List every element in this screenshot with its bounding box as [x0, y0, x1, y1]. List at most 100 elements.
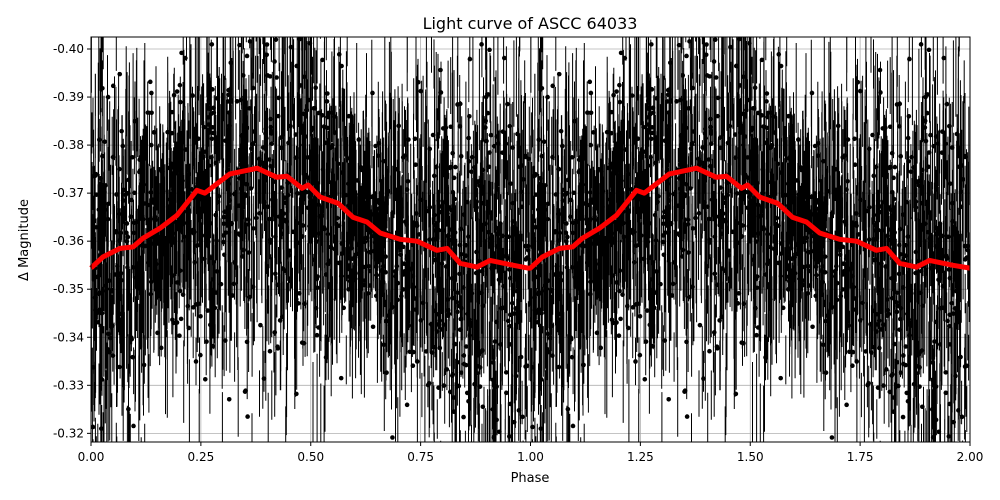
data-point [680, 247, 686, 253]
data-point [107, 349, 112, 355]
data-point [125, 234, 131, 240]
data-point [634, 181, 640, 186]
data-point [118, 272, 123, 278]
data-point [209, 136, 215, 142]
data-point [714, 282, 720, 288]
data-point [546, 349, 552, 355]
data-point [897, 327, 902, 332]
data-point [167, 208, 173, 214]
data-point [339, 241, 344, 246]
data-point [134, 265, 140, 271]
data-point [649, 42, 654, 47]
data-point [708, 141, 714, 147]
data-point [126, 177, 131, 183]
data-point [684, 125, 689, 131]
data-point [170, 172, 176, 178]
data-point [558, 278, 564, 283]
data-point [610, 273, 615, 278]
data-point [884, 211, 890, 216]
data-point [801, 282, 806, 288]
data-point [897, 226, 903, 232]
data-point [440, 126, 446, 131]
data-point [578, 207, 584, 213]
data-point [720, 266, 725, 271]
data-point [431, 308, 437, 314]
data-point [393, 166, 399, 172]
data-point [303, 172, 309, 178]
data-point [436, 198, 441, 204]
data-point [778, 241, 784, 246]
data-point [453, 164, 458, 170]
data-point [513, 373, 519, 379]
data-point [262, 199, 267, 205]
data-point [303, 134, 308, 139]
data-point [323, 355, 329, 360]
data-point [954, 131, 960, 137]
data-point [95, 319, 101, 325]
data-point [214, 238, 219, 243]
data-point [500, 233, 506, 239]
data-point [301, 111, 307, 117]
data-point [393, 269, 398, 274]
data-point [439, 327, 445, 332]
data-point [660, 239, 666, 245]
data-point [447, 205, 452, 210]
data-point [251, 129, 257, 134]
data-point [434, 164, 439, 170]
data-point [440, 228, 446, 233]
data-point [565, 190, 570, 196]
data-point [177, 82, 183, 88]
data-point [366, 263, 371, 269]
data-point [343, 192, 349, 198]
data-point [951, 419, 956, 425]
data-point [671, 191, 677, 197]
data-point [885, 233, 890, 239]
data-point [295, 220, 300, 226]
data-point [965, 248, 971, 253]
data-point [776, 52, 782, 57]
data-point [401, 244, 406, 250]
data-point [933, 244, 939, 249]
data-point [504, 390, 509, 396]
data-point [467, 56, 473, 62]
data-point [526, 248, 531, 253]
data-point [556, 364, 562, 370]
data-point [432, 257, 438, 263]
data-point [740, 223, 745, 228]
data-point [335, 215, 340, 221]
data-point [362, 239, 368, 245]
data-point [652, 305, 657, 311]
data-point [510, 219, 516, 224]
data-point [877, 67, 883, 73]
binned-curve-line [89, 165, 971, 271]
data-point [238, 162, 243, 167]
data-point [916, 258, 921, 264]
data-point [110, 353, 116, 358]
data-point [653, 160, 658, 166]
data-point [325, 114, 331, 120]
data-point [574, 219, 580, 224]
data-point [558, 128, 564, 134]
data-point [277, 214, 282, 219]
data-point [721, 195, 727, 201]
y-tick-label: -0.35 [53, 282, 84, 296]
data-point [346, 113, 352, 119]
data-point [109, 288, 115, 294]
data-point [816, 206, 821, 211]
data-point [126, 406, 131, 412]
data-point [542, 283, 548, 288]
data-point [276, 95, 281, 101]
data-point [585, 202, 590, 208]
data-point [798, 269, 804, 275]
data-point [666, 192, 672, 197]
data-point [794, 178, 800, 183]
data-point [576, 169, 582, 175]
data-point [756, 231, 761, 236]
data-point [580, 216, 586, 222]
data-point [741, 142, 746, 148]
data-point [168, 161, 174, 166]
data-point [128, 214, 134, 220]
data-point [459, 305, 464, 311]
data-point [618, 50, 624, 56]
data-point [866, 237, 872, 242]
